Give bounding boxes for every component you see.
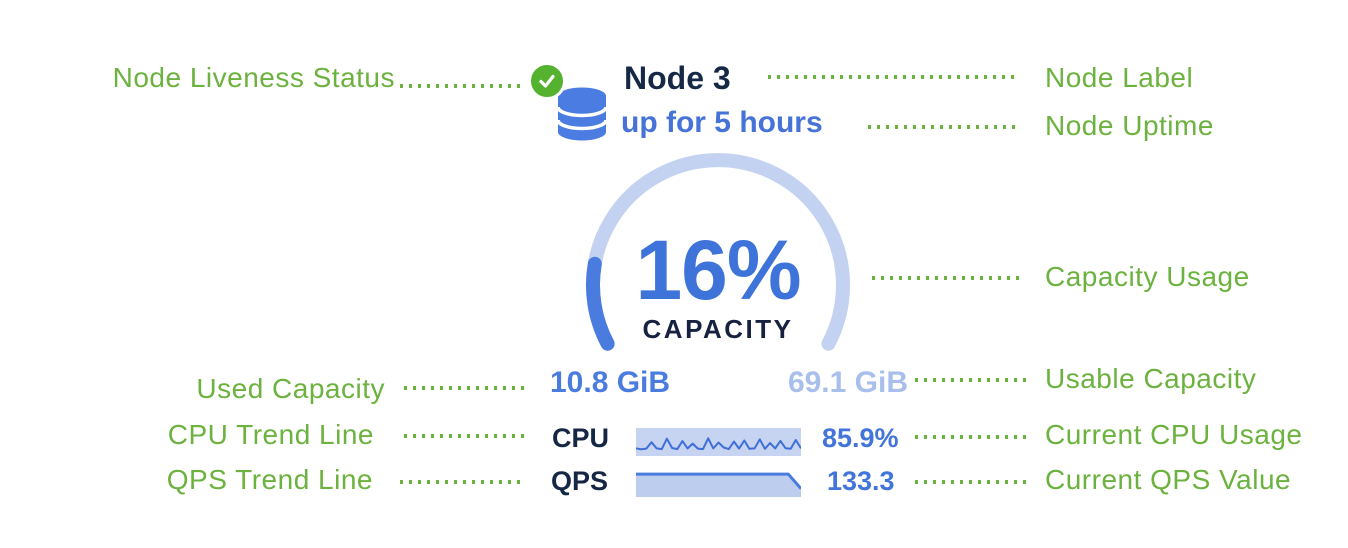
leader-current-cpu-usage — [915, 435, 1027, 439]
leader-qps-trend-line — [400, 480, 524, 484]
used-capacity-value: 10.8 GiB — [550, 366, 671, 399]
annotation-qps-trend-line: QPS Trend Line — [166, 464, 373, 495]
gauge-fill-arc — [586, 256, 615, 351]
qps-label: QPS — [551, 466, 609, 496]
annotation-used-capacity: Used Capacity — [196, 373, 385, 404]
annotation-node-label: Node Label — [1045, 62, 1194, 93]
leader-node-label — [768, 75, 1020, 79]
node-uptime: up for 5 hours — [621, 106, 823, 139]
annotation-capacity-usage: Capacity Usage — [1045, 261, 1250, 292]
node-label: Node 3 — [624, 60, 731, 96]
leader-current-qps-value — [915, 480, 1027, 484]
node-liveness-check-icon — [528, 62, 566, 100]
annotation-usable-capacity: Usable Capacity — [1045, 363, 1257, 394]
leader-used-capacity — [404, 386, 528, 390]
annotation-current-qps-value: Current QPS Value — [1045, 464, 1292, 495]
usable-capacity-value: 69.1 GiB — [787, 366, 908, 399]
annotation-current-cpu-usage: Current CPU Usage — [1045, 419, 1303, 450]
current-qps-value: 133.3 — [827, 466, 895, 496]
annotation-node-liveness-status: Node Liveness Status — [112, 62, 395, 93]
annotation-node-uptime: Node Uptime — [1045, 110, 1214, 141]
capacity-usage-percent: 16% — [635, 223, 801, 317]
leader-usable-capacity — [915, 378, 1027, 382]
qps-trend-sparkline — [636, 472, 801, 497]
capacity-gauge — [586, 153, 850, 351]
current-cpu-usage-value: 85.9% — [822, 423, 899, 453]
leader-node-liveness-status — [400, 84, 522, 88]
leader-node-uptime — [868, 125, 1020, 129]
leader-cpu-trend-line — [404, 434, 528, 438]
cpu-label: CPU — [552, 423, 610, 453]
database-icon — [556, 87, 608, 141]
leader-capacity-usage — [872, 276, 1022, 280]
capacity-caption: CAPACITY — [642, 314, 794, 344]
cpu-trend-sparkline — [636, 428, 801, 456]
annotation-cpu-trend-line: CPU Trend Line — [167, 419, 374, 450]
